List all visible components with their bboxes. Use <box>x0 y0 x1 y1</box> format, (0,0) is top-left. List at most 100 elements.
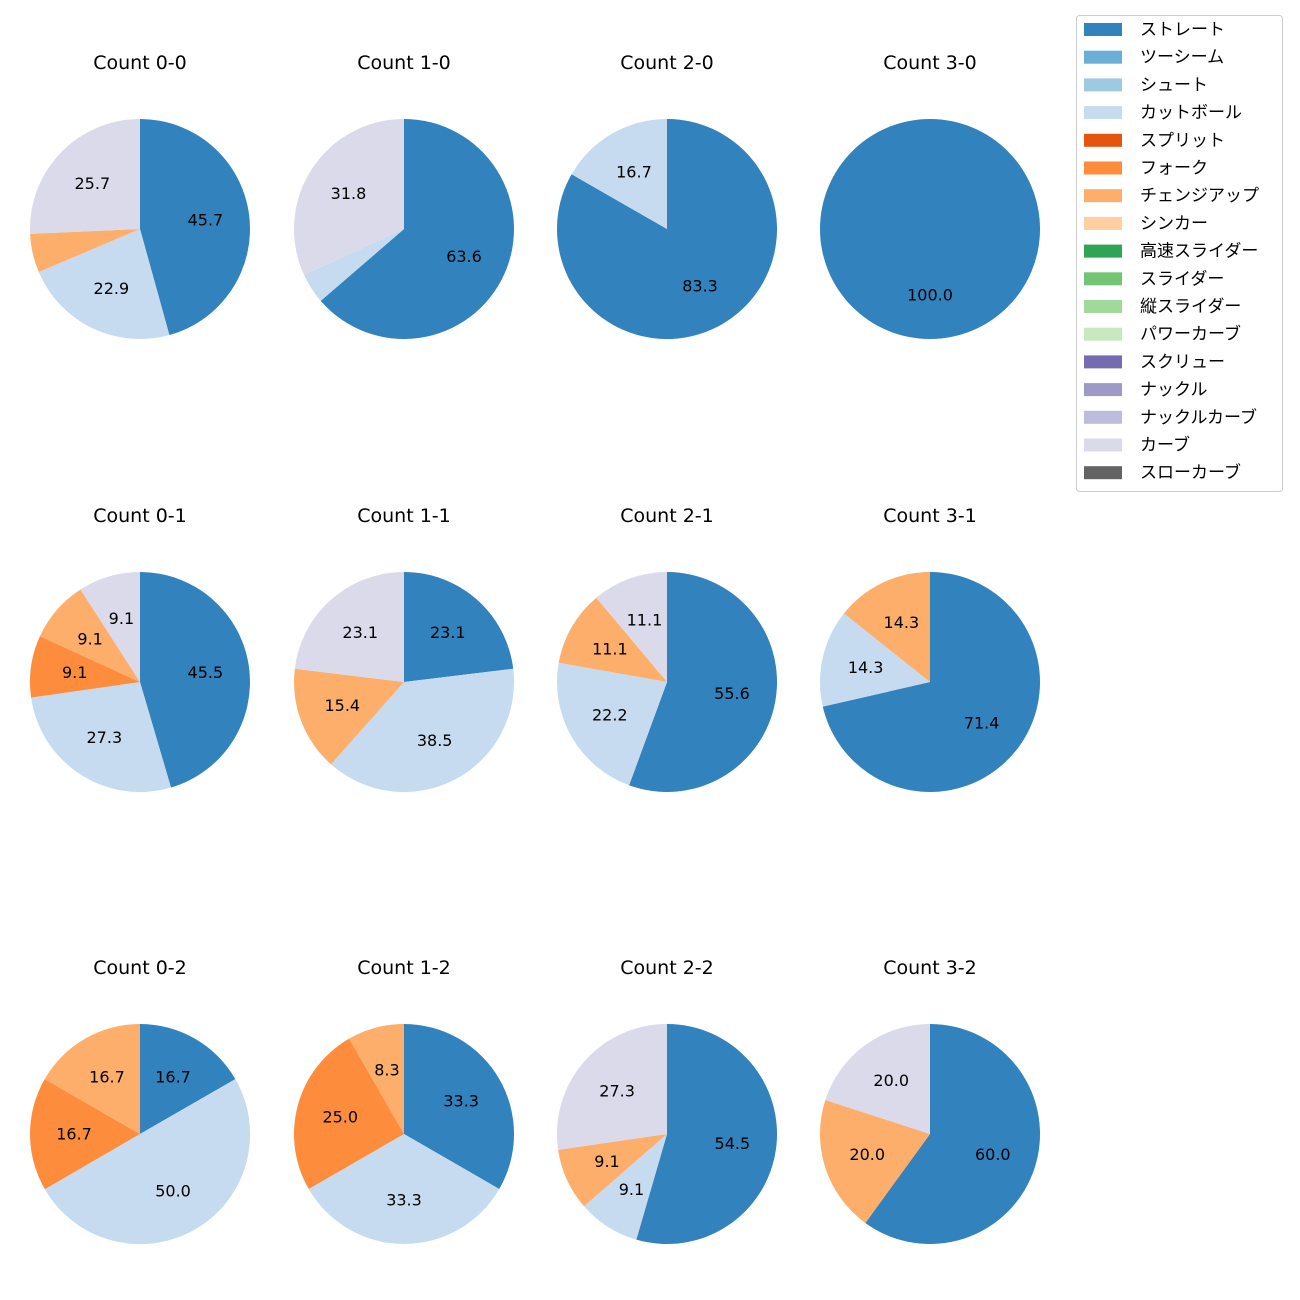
pie-slice <box>843 572 930 682</box>
legend-label: ストレート <box>1140 20 1225 40</box>
legend-label: スクリュー <box>1140 352 1225 372</box>
legend-label: スローカーブ <box>1140 462 1241 483</box>
pie-title: Count 3-1 <box>883 505 977 527</box>
pie-title: Count 2-2 <box>620 957 714 979</box>
pie-slice-label: 16.7 <box>56 1125 92 1144</box>
legend-label: パワーカーブ <box>1140 324 1241 345</box>
pie-slice-label: 22.9 <box>94 279 130 298</box>
pie-slice-label: 27.3 <box>87 728 123 747</box>
pie-slice <box>39 589 140 682</box>
pie-slice <box>30 229 140 273</box>
pie-slice-label: 50.0 <box>155 1182 191 1201</box>
pie-slice <box>44 1024 140 1134</box>
pie-slice-label: 27.3 <box>599 1081 635 1100</box>
pie-slice-label: 9.1 <box>77 629 102 648</box>
pie-slice <box>80 572 140 682</box>
pie-count-2-2: Count 2-2 54.5 9.19.1 27.3 <box>557 957 778 1244</box>
pie-slice-label: 38.5 <box>417 731 453 750</box>
pie-slice <box>331 668 515 793</box>
pie-title: Count 1-0 <box>357 52 451 74</box>
pie-slice <box>294 119 404 275</box>
legend-swatch <box>1084 189 1122 203</box>
pie-slice <box>320 119 514 339</box>
pie-slice <box>556 119 777 339</box>
pie-slice <box>629 572 778 792</box>
pie-slice-label: 83.3 <box>682 277 718 296</box>
pie-count-1-0: Count 1-0 63.6 31.8 <box>294 52 514 339</box>
pie-title: Count 3-2 <box>883 957 977 979</box>
legend-swatch <box>1084 300 1122 313</box>
pie-slice-label: 45.7 <box>188 211 224 230</box>
legend-swatch <box>1084 106 1122 120</box>
legend-label: ナックル <box>1140 380 1208 400</box>
pie-slice-label: 31.8 <box>331 184 367 203</box>
pie-title: Count 3-0 <box>883 52 977 74</box>
pie-slice-label: 23.1 <box>342 623 378 642</box>
pie-title: Count 1-1 <box>357 505 451 527</box>
pie-slice-label: 8.3 <box>374 1061 399 1080</box>
pie-slice <box>30 636 141 698</box>
pie-slice <box>596 572 667 682</box>
pie-slice <box>349 1024 404 1134</box>
pie-slice <box>308 1134 500 1244</box>
pie-count-0-1: Count 0-1 45.5 27.3 9.1 9.1 9.1 <box>30 505 250 792</box>
pie-count-3-1: Count 3-1 71.4 14.3 14.3 <box>819 505 1040 792</box>
legend-swatch <box>1084 355 1122 369</box>
pie-slice-label: 9.1 <box>594 1152 619 1171</box>
legend-label: ツーシーム <box>1140 48 1224 68</box>
pie-slice-label: 23.1 <box>430 623 466 642</box>
pie-slice <box>303 229 404 301</box>
pie-slice-label: 15.4 <box>324 696 360 715</box>
pie-title: Count 0-1 <box>93 505 187 527</box>
pie-slice <box>558 1134 667 1207</box>
legend-swatch <box>1084 383 1122 397</box>
pie-slice <box>865 1024 1040 1244</box>
legend-swatch <box>1084 272 1122 286</box>
legend-label: チェンジアップ <box>1140 186 1259 206</box>
pie-title: Count 0-0 <box>93 52 187 74</box>
pie-slice-label: 45.5 <box>188 663 224 682</box>
pie-slice-label: 11.1 <box>592 639 628 658</box>
pie-slice-label: 71.4 <box>964 714 1000 733</box>
legend-swatch <box>1084 133 1122 147</box>
legend-label: シンカー <box>1140 214 1208 234</box>
pie-title: Count 0-2 <box>93 957 187 979</box>
pie-slice-label: 22.2 <box>592 705 628 724</box>
pie-slice-label: 100.0 <box>907 286 953 305</box>
pie-slice <box>404 572 514 682</box>
legend-swatch <box>1084 466 1122 480</box>
pie-slice <box>819 1100 930 1223</box>
pie-slice <box>558 597 667 682</box>
pie-slice-label: 60.0 <box>975 1145 1011 1164</box>
legend-label: フォーク <box>1140 159 1208 179</box>
pie-slice-label: 33.3 <box>386 1191 422 1210</box>
pie-count-1-2: Count 1-2 33.3 33.3 25.0 8.3 <box>294 957 514 1244</box>
pie-slice <box>38 229 170 340</box>
pie-slice <box>404 1024 514 1189</box>
pie-slice <box>584 1134 667 1240</box>
pie-slice <box>140 572 250 788</box>
pie-slice <box>820 119 1040 339</box>
pie-count-3-0: Count 3-0 100.0 <box>820 52 1040 339</box>
legend-frame <box>1076 15 1283 492</box>
pie-slice-label: 9.1 <box>109 609 134 628</box>
pie-title: Count 1-2 <box>357 957 451 979</box>
pie-count-2-1: Count 2-1 55.6 22.2 11.1 11.1 <box>557 505 778 792</box>
pie-slice-label: 16.7 <box>89 1067 125 1086</box>
legend-swatch <box>1084 438 1122 452</box>
legend-label: シュート <box>1140 75 1208 95</box>
legend-label: スライダー <box>1140 269 1224 289</box>
pie-slice <box>140 1024 236 1134</box>
legend-swatch <box>1084 23 1122 36</box>
legend-swatch <box>1084 161 1122 175</box>
pie-slice <box>636 1024 778 1244</box>
pie-title: Count 2-1 <box>620 505 714 527</box>
pie-slice-label: 63.6 <box>446 247 482 266</box>
pie-slice <box>557 662 667 786</box>
pie-slice-label: 20.0 <box>873 1071 909 1090</box>
pie-slice-label: 16.7 <box>155 1067 191 1086</box>
pie-slice <box>44 1079 251 1245</box>
pie-slice-label: 25.0 <box>322 1107 358 1126</box>
